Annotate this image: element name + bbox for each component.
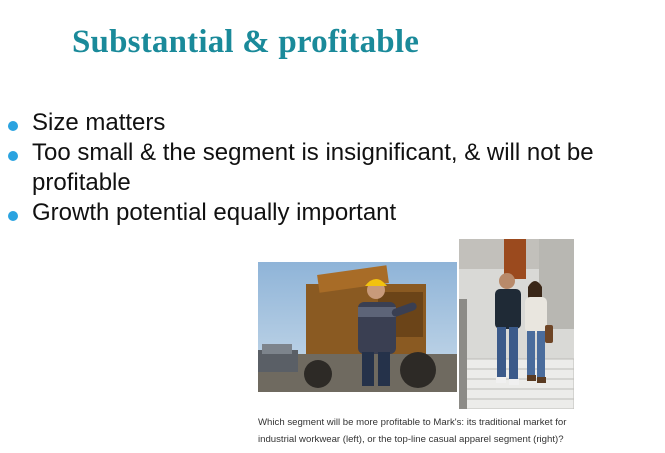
bullet-dot-icon — [8, 211, 18, 221]
casual-apparel-photo — [459, 239, 574, 409]
caption-line: industrial workwear (left), or the top-l… — [258, 434, 564, 445]
caption-line: Which segment will be more profitable to… — [258, 417, 567, 428]
bullet-text: Size matters — [32, 109, 166, 136]
slide-title: Substantial & profitable — [72, 24, 420, 60]
bullet-dot-icon — [8, 151, 18, 161]
bullet-item: Growth potential equally important — [8, 198, 658, 228]
bullet-item: Size matters — [8, 108, 658, 138]
bullet-item: Too small & the segment is insignificant… — [8, 138, 658, 198]
workwear-photo — [258, 262, 457, 392]
figure-caption: Which segment will be more profitable to… — [258, 414, 638, 448]
bullet-dot-icon — [8, 121, 18, 131]
bullet-list: Size matters Too small & the segment is … — [8, 108, 658, 228]
bullet-text: Too small & the segment is insignificant… — [32, 139, 594, 196]
bullet-text: Growth potential equally important — [32, 199, 397, 226]
